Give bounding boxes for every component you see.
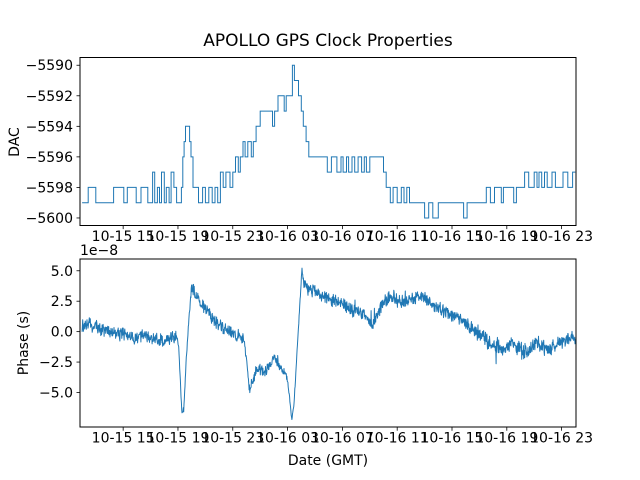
phase-ytick-label: 0.0 [51,325,73,341]
dac-ytick-label: −5592 [26,89,73,105]
dac-xtick-label: 10-16 03 [256,229,319,245]
phase-ytick-label: −2.5 [39,355,73,371]
dac-ytick-label: −5598 [26,180,73,196]
phase-xtick-label: 10-16 19 [475,431,538,447]
phase-ytick-label: 2.5 [51,294,73,310]
phase-offset-text: 1e−8 [80,243,119,259]
phase-ylabel: Phase (s) [16,310,32,376]
phase-xtick-label: 10-16 07 [311,431,374,447]
phase-xtick-label: 10-16 23 [530,431,593,447]
phase-xtick-label: 10-16 11 [366,431,429,447]
dac-xtick-label: 10-15 15 [92,229,155,245]
dac-ylabel: DAC [7,127,23,157]
dac-xtick-label: 10-15 19 [146,229,209,245]
phase-xtick-label: 10-15 23 [201,431,264,447]
phase-axes-spines [79,258,577,428]
phase-xtick-label: 10-15 15 [92,431,155,447]
figure-title: APOLLO GPS Clock Properties [203,31,453,51]
dac-xtick-label: 10-16 11 [366,229,429,245]
dac-xtick-label: 10-16 15 [421,229,484,245]
dac-xtick-label: 10-16 07 [311,229,374,245]
phase-xtick-label: 10-15 19 [146,431,209,447]
dac-ytick-label: −5596 [26,150,73,166]
phase-ytick-label: 5.0 [51,264,73,280]
phase-xtick-label: 10-16 03 [256,431,319,447]
dac-ytick-label: −5594 [26,119,73,135]
phase-xtick-label: 10-16 15 [421,431,484,447]
dac-xtick-label: 10-16 19 [475,229,538,245]
dac-axes-spines [79,57,577,227]
dac-ytick-label: −5590 [26,58,73,74]
phase-line [81,267,576,420]
dac-ytick-label: −5600 [26,211,73,227]
dac-step-line [82,64,576,219]
date-xlabel: Date (GMT) [287,453,369,469]
dac-xtick-label: 10-15 23 [201,229,264,245]
dac-xtick-label: 10-16 23 [530,229,593,245]
phase-ytick-label: −5.0 [39,386,73,402]
